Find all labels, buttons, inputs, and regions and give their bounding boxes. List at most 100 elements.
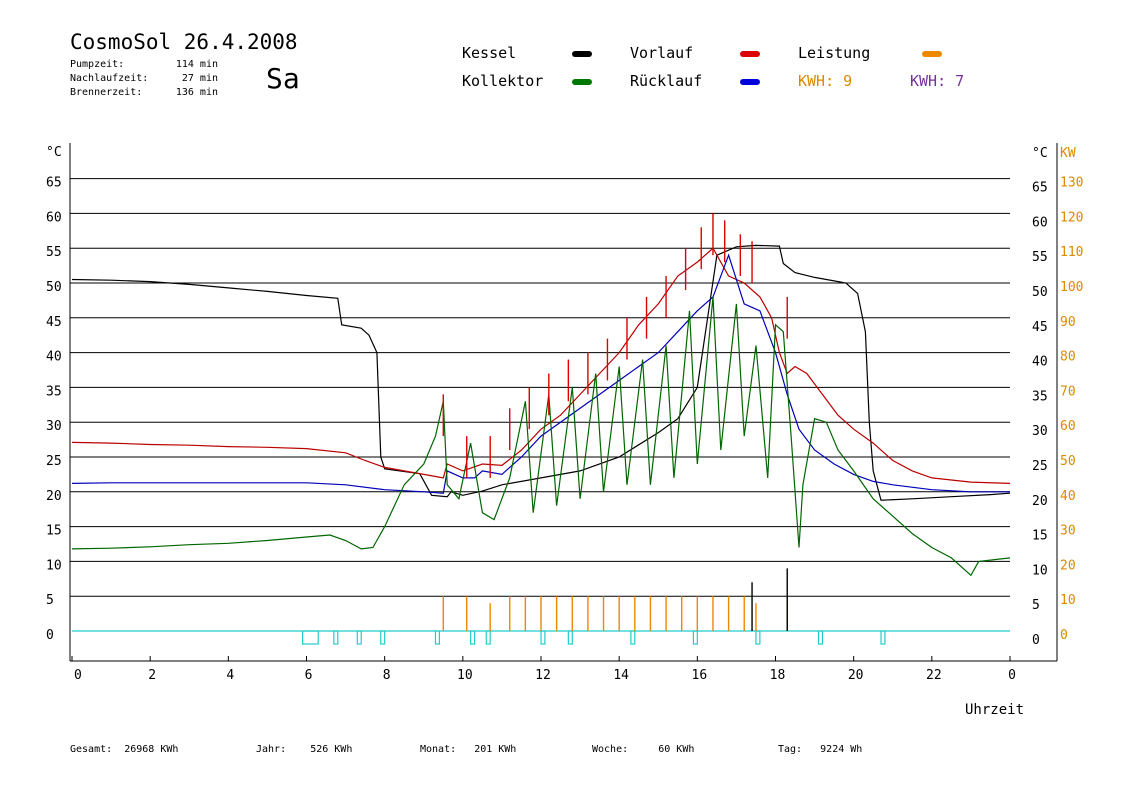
stat-label: Pumpzeit: xyxy=(70,59,125,70)
pump-period-marker xyxy=(630,630,636,645)
x-tick-label: 0 xyxy=(74,668,82,683)
x-tick-label: 2 xyxy=(148,668,156,683)
footer-label: Jahr: xyxy=(256,744,287,755)
y-tick-right-power: 30 xyxy=(1060,524,1076,539)
pump-period-marker xyxy=(692,630,698,645)
x-tick-label: 8 xyxy=(383,668,391,683)
y-tick-right-power: 100 xyxy=(1060,280,1083,295)
legend-label: Leistung xyxy=(798,44,871,62)
kwh-solar: KWH: 9 xyxy=(798,72,853,90)
stat-value: 136 min xyxy=(175,87,218,98)
series-line-vorlauf xyxy=(71,247,1011,484)
legend-leistung: Leistung xyxy=(798,44,870,62)
kwh-burner: KWH: 7 xyxy=(910,72,965,90)
y-unit-right-temp: °C xyxy=(1032,146,1048,161)
x-tick-label: 14 xyxy=(613,668,629,683)
legend-vorlauf: Vorlauf xyxy=(630,44,693,62)
page-title: CosmoSol 26.4.2008 xyxy=(70,30,298,54)
legend-swatch-ruecklauf xyxy=(740,79,760,85)
pump-period-marker xyxy=(880,630,886,645)
pump-period-marker xyxy=(434,630,440,645)
footer-tag: Tag: 9224 Wh xyxy=(778,744,862,755)
y-tick-left: 60 xyxy=(46,210,62,225)
y-tick-right-temp: 50 xyxy=(1032,285,1048,300)
y-unit-right-power: KW xyxy=(1060,146,1076,161)
y-tick-right-temp: 55 xyxy=(1032,250,1048,265)
series-line-kollektor xyxy=(71,296,1011,577)
pump-period-marker xyxy=(380,630,386,645)
weekday-label: Sa xyxy=(266,62,300,95)
y-tick-right-power: 70 xyxy=(1060,384,1076,399)
x-tick-label: 12 xyxy=(535,668,551,683)
x-tick-label: 20 xyxy=(848,668,864,683)
footer-label: Monat: xyxy=(420,744,457,755)
y-tick-left: 45 xyxy=(46,315,62,330)
x-tick-label: 16 xyxy=(692,668,708,683)
legend-swatch-vorlauf xyxy=(740,51,760,57)
legend-kessel: Kessel xyxy=(462,44,516,62)
y-tick-right-power: 10 xyxy=(1060,593,1076,608)
y-tick-right-temp: 60 xyxy=(1032,215,1048,230)
legend-swatch-kollektor xyxy=(572,79,592,85)
stat-row-brennerzeit: Brennerzeit: 136 min xyxy=(70,87,218,98)
y-tick-right-temp: 65 xyxy=(1032,181,1048,196)
legend-label: Kessel xyxy=(462,44,517,62)
y-tick-left: 25 xyxy=(46,454,62,469)
y-tick-left: 65 xyxy=(46,176,62,191)
legend-label: Kollektor xyxy=(462,72,544,90)
y-tick-right-temp: 45 xyxy=(1032,320,1048,335)
y-unit-left: °C xyxy=(46,145,62,160)
pump-period-marker xyxy=(540,630,546,645)
x-tick-label: 22 xyxy=(926,668,942,683)
legend-label: Rücklauf xyxy=(630,72,703,90)
x-tick-label: 0 xyxy=(1008,668,1016,683)
x-tick-label: 6 xyxy=(305,668,313,683)
pump-period-marker xyxy=(755,630,761,645)
pump-period-marker xyxy=(817,630,823,645)
footer-jahr: Jahr: 526 KWh xyxy=(256,744,352,755)
y-tick-right-temp: 0 xyxy=(1032,633,1040,648)
y-tick-left: 0 xyxy=(46,628,54,643)
footer-woche: Woche: 60 KWh xyxy=(592,744,694,755)
y-tick-right-temp: 40 xyxy=(1032,355,1048,370)
y-tick-left: 35 xyxy=(46,384,62,399)
legend-label: Vorlauf xyxy=(630,44,694,62)
x-axis-label: Uhrzeit xyxy=(965,702,1025,718)
y-tick-right-power: 50 xyxy=(1060,454,1076,469)
footer-label: Woche: xyxy=(592,744,629,755)
footer-value: 60 KWh xyxy=(658,744,695,755)
y-tick-right-temp: 25 xyxy=(1032,459,1048,474)
y-tick-right-temp: 20 xyxy=(1032,494,1048,509)
y-tick-left: 55 xyxy=(46,245,62,260)
y-tick-right-temp: 30 xyxy=(1032,424,1048,439)
pump-period-marker xyxy=(333,630,339,645)
footer-value: 26968 KWh xyxy=(124,744,179,755)
y-tick-right-power: 110 xyxy=(1060,245,1083,260)
legend-swatch-kessel xyxy=(572,51,592,57)
stat-value: 27 min xyxy=(181,73,218,84)
y-tick-right-power: 130 xyxy=(1060,176,1083,191)
pump-period-marker xyxy=(356,630,362,645)
legend-kollektor: Kollektor xyxy=(462,72,543,90)
stat-row-nachlaufzeit: Nachlaufzeit: 27 min xyxy=(70,73,218,84)
pump-period-marker xyxy=(301,630,319,645)
footer-value: 201 KWh xyxy=(474,744,517,755)
x-tick-label: 4 xyxy=(226,668,234,683)
footer-monat: Monat: 201 KWh xyxy=(420,744,516,755)
y-tick-right-power: 40 xyxy=(1060,489,1076,504)
x-tick-label: 18 xyxy=(770,668,786,683)
stat-label: Brennerzeit: xyxy=(70,87,143,98)
y-tick-left: 30 xyxy=(46,419,62,434)
y-tick-right-temp: 35 xyxy=(1032,389,1048,404)
y-tick-left: 5 xyxy=(46,593,54,608)
y-tick-right-power: 120 xyxy=(1060,210,1083,225)
y-tick-right-temp: 10 xyxy=(1032,563,1048,578)
footer-label: Tag: xyxy=(778,744,803,755)
legend-swatch-leistung xyxy=(922,51,942,57)
y-tick-left: 15 xyxy=(46,524,62,539)
y-tick-left: 50 xyxy=(46,280,62,295)
x-tick-label: 10 xyxy=(457,668,473,683)
pump-period-marker xyxy=(470,630,476,645)
y-tick-left: 40 xyxy=(46,350,62,365)
